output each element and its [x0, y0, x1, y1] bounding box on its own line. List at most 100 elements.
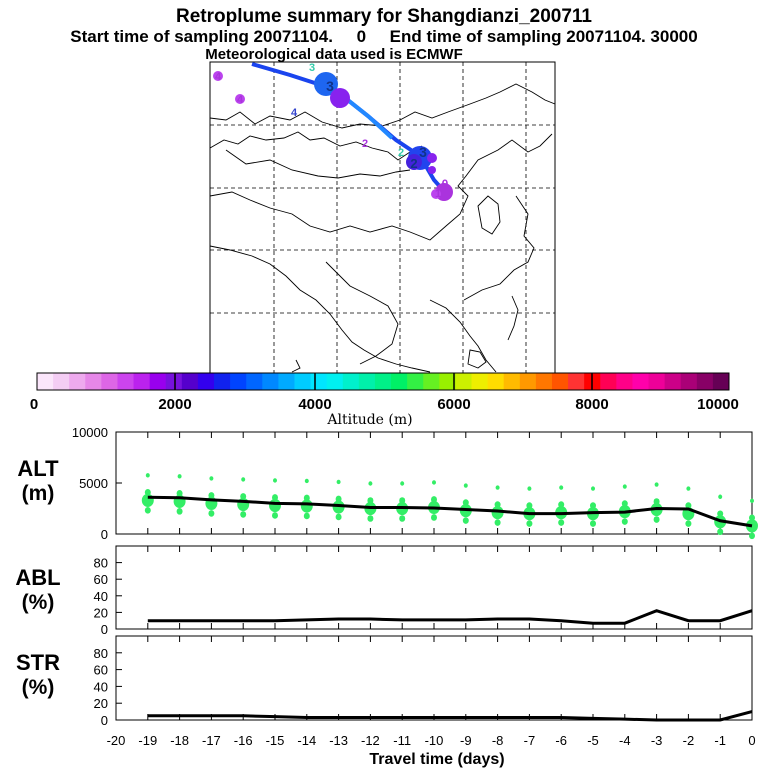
colorbar-frame: [36, 372, 730, 391]
colorbar-swatch: [439, 373, 456, 390]
colorbar-tick: 6000: [437, 396, 470, 413]
altitude-point: [559, 485, 564, 490]
figure-title: Retroplume summary for Shangdianzi_20071…: [176, 6, 592, 27]
colorbar-swatch: [165, 373, 183, 390]
altitude-point: [462, 499, 469, 506]
colorbar-swatch: [117, 373, 135, 390]
altitude-point: [495, 485, 500, 490]
altitude-point: [685, 520, 692, 527]
colorbar-swatch: [455, 373, 473, 390]
altitude-point: [208, 510, 215, 517]
colorbar-swatch: [197, 373, 215, 390]
altitude-point: [336, 479, 341, 485]
altitude-point: [144, 489, 151, 496]
y-tick-label: 20: [94, 605, 108, 620]
trajectory-track-light: [342, 95, 394, 140]
x-tick-label: -7: [524, 733, 536, 748]
x-tick-label: -12: [361, 733, 380, 748]
y-tick-label: 60: [94, 663, 108, 678]
x-tick-label: -1: [714, 733, 726, 748]
colorbar-swatch: [664, 373, 682, 390]
map-day-label: 3: [326, 78, 334, 94]
altitude-point: [526, 520, 533, 527]
x-tick-label: -17: [202, 733, 221, 748]
altitude-point: [654, 482, 659, 487]
colorbar-swatch: [310, 373, 328, 390]
altitude-point: [399, 497, 406, 504]
colorbar-ticks: 0 2000 4000 6000 8000 10000: [30, 396, 739, 413]
altitude-point: [432, 480, 436, 485]
colorbar-swatch: [85, 373, 102, 390]
map-day-label: 4: [291, 107, 298, 119]
y-tick-label: 80: [94, 556, 108, 571]
altitude-point: [621, 500, 628, 507]
colorbar-swatch: [230, 373, 247, 390]
colorbar-swatch: [246, 373, 263, 390]
colorbar-swatch: [326, 373, 344, 390]
map-day-label: 2: [362, 138, 368, 150]
y-tick-label: 0: [101, 622, 108, 637]
altitude-point: [303, 494, 310, 502]
altitude-point: [653, 498, 660, 505]
colorbar-swatch: [342, 373, 360, 390]
map-day-label: 4: [237, 94, 244, 106]
altitude-point: [717, 528, 724, 536]
x-tick-label: 0: [748, 733, 755, 748]
plume-circle: [213, 71, 223, 81]
altitude-point: [300, 499, 313, 513]
colorbar-swatch: [568, 373, 585, 390]
altitude-point: [273, 478, 277, 483]
altitude-point: [462, 517, 469, 524]
colorbar-swatch: [535, 373, 553, 390]
str-unit: (%): [22, 676, 55, 699]
alt-label: ALT: [17, 456, 59, 481]
colorbar-swatch: [503, 373, 521, 390]
abl-label: ABL: [15, 565, 60, 590]
series-line-str: [147, 710, 753, 722]
x-tick-label: -15: [266, 733, 285, 748]
colorbar-tick: 8000: [575, 396, 608, 413]
colorbar-tick: 2000: [158, 396, 191, 413]
map-day-labels: 4 4 4 3 3 2 2 3 2 1 0: [215, 62, 449, 200]
plume-circle: [314, 72, 338, 96]
panel-alt: 10000 5000 0: [72, 425, 758, 542]
altitude-point: [590, 520, 596, 527]
altitude-point: [176, 508, 183, 515]
colorbar-swatch: [133, 373, 151, 390]
colorbar-swatch: [53, 373, 70, 390]
colorbar-swatch: [423, 373, 440, 390]
colorbar-swatch: [407, 373, 424, 390]
altitude-point: [176, 490, 183, 497]
altitude-point: [622, 484, 627, 489]
altitude-point: [241, 477, 246, 482]
colorbar-swatch: [600, 373, 617, 390]
altitude-point: [621, 518, 628, 525]
altitude-point: [431, 496, 437, 503]
colorbar-swatch: [696, 373, 714, 390]
altitude-point: [145, 473, 150, 478]
altitude-point: [144, 507, 151, 514]
x-tick-label: -14: [297, 733, 316, 748]
x-tick-label: -8: [492, 733, 504, 748]
map-day-label: 4: [215, 71, 222, 83]
altitude-point: [494, 501, 501, 508]
abl-unit: (%): [22, 591, 55, 614]
alt-unit: (m): [22, 482, 55, 505]
panel-frame: [115, 635, 753, 721]
altitude-point: [653, 516, 660, 523]
colorbar-swatch: [358, 373, 376, 390]
altitude-point: [590, 502, 596, 509]
colorbar-swatch: [262, 373, 279, 390]
panel-frame: [115, 545, 753, 630]
colorbar-swatch: [391, 373, 408, 390]
altitude-point: [685, 502, 692, 509]
colorbar-swatch: [278, 373, 295, 390]
x-tick-label: -11: [393, 733, 411, 748]
altitude-point: [463, 483, 468, 488]
y-tick-label: 0: [101, 713, 108, 728]
colorbar-label: Altitude (m): [326, 412, 412, 428]
